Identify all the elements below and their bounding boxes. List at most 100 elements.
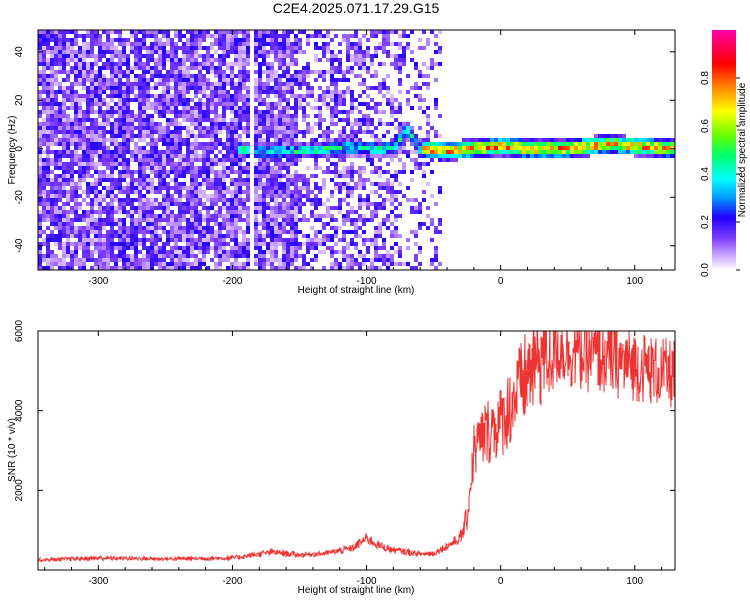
spectrogram-cell xyxy=(330,170,334,174)
spectrogram-cell xyxy=(546,150,550,154)
spectrogram-cell xyxy=(66,30,70,34)
spectrogram-cell xyxy=(346,258,350,262)
spectrogram-cell xyxy=(178,254,182,258)
spectrogram-cell xyxy=(206,150,210,154)
spectrogram-cell xyxy=(78,58,82,62)
spectrogram-cell xyxy=(58,190,62,194)
spectrogram-cell xyxy=(102,150,106,154)
spectrogram-cell xyxy=(78,138,82,142)
spectrogram-cell xyxy=(290,94,294,98)
spectrogram-cell xyxy=(118,266,122,270)
spectrogram-cell xyxy=(578,138,582,142)
spectrogram-cell xyxy=(70,150,74,154)
spectrogram-cell xyxy=(82,254,86,258)
spectrogram-cell xyxy=(154,234,158,238)
spectrogram-cell xyxy=(190,98,194,102)
spectrogram-cell xyxy=(194,186,198,190)
spectrogram-cell xyxy=(78,110,82,114)
spectrogram-cell xyxy=(82,54,86,58)
spectrogram-cell xyxy=(254,138,258,142)
spectrogram-cell xyxy=(126,78,130,82)
spectrogram-cell xyxy=(326,238,330,242)
spectrogram-cell xyxy=(58,34,62,38)
spectrogram-cell xyxy=(522,150,526,154)
spectrogram-cell xyxy=(586,150,590,154)
spectrogram-cell xyxy=(94,250,98,254)
spectrogram-cell xyxy=(38,186,42,190)
spectrogram-cell xyxy=(226,198,230,202)
spectrogram-cell xyxy=(158,94,162,98)
spectrogram-cell xyxy=(146,70,150,74)
spectrogram-cell xyxy=(274,206,278,210)
spectrogram-cell xyxy=(238,106,242,110)
spectrogram-cell xyxy=(82,262,86,266)
spectrogram-cell xyxy=(118,54,122,58)
spectrogram-cell xyxy=(246,178,250,182)
spectrogram-cell xyxy=(266,230,270,234)
spectrogram-cell xyxy=(114,122,118,126)
spectrogram-cell xyxy=(218,78,222,82)
spectrogram-cell xyxy=(182,262,186,266)
spectrogram-cell xyxy=(226,34,230,38)
spectrogram-cell xyxy=(382,206,386,210)
spectrogram-cell xyxy=(278,38,282,42)
spectrogram-cell xyxy=(114,182,118,186)
spectrogram-cell xyxy=(62,214,66,218)
spectrogram-cell xyxy=(358,254,362,258)
spectrogram-cell xyxy=(266,262,270,266)
spectrogram-cell xyxy=(254,154,258,158)
spectrogram-cell xyxy=(158,122,162,126)
spectrogram-cell xyxy=(146,262,150,266)
spectrogram-cell xyxy=(478,154,482,158)
spectrogram-cell xyxy=(162,174,166,178)
spectrogram-cell xyxy=(306,142,310,146)
spectrogram-cell xyxy=(82,258,86,262)
spectrogram-cell xyxy=(274,186,278,190)
spectrogram-cell xyxy=(262,38,266,42)
spectrogram-cell xyxy=(286,42,290,46)
spectrogram-cell xyxy=(290,82,294,86)
spectrogram-cell xyxy=(390,150,394,154)
spectrogram-cell xyxy=(162,98,166,102)
spectrogram-cell xyxy=(294,134,298,138)
spectrogram-cell xyxy=(214,230,218,234)
spectrogram-cell xyxy=(106,30,110,34)
spectrogram-cell xyxy=(370,262,374,266)
spectrogram-cell xyxy=(398,158,402,162)
spectrogram-cell xyxy=(354,62,358,66)
spectrogram-cell xyxy=(186,142,190,146)
spectrogram-cell xyxy=(118,102,122,106)
spectrogram-cell xyxy=(194,266,198,270)
spectrogram-cell xyxy=(358,50,362,54)
spectrogram-cell xyxy=(54,154,58,158)
spectrogram-cell xyxy=(342,102,346,106)
spectrogram-cell xyxy=(142,146,146,150)
spectrogram-cell xyxy=(270,258,274,262)
spectrogram-cell xyxy=(622,146,626,150)
spectrogram-cell xyxy=(362,202,366,206)
spectrogram-cell xyxy=(326,102,330,106)
spectrogram-cell xyxy=(238,246,242,250)
spectrogram-cell xyxy=(162,194,166,198)
spectrogram-cell xyxy=(162,130,166,134)
spectrogram-cell xyxy=(470,154,474,158)
spectrogram-cell xyxy=(378,90,382,94)
spectrogram-cell xyxy=(102,234,106,238)
spectrogram-cell xyxy=(270,130,274,134)
spectrogram-cell xyxy=(210,126,214,130)
spectrogram-cell xyxy=(390,246,394,250)
spectrogram-cell xyxy=(46,66,50,70)
spectrogram-cell xyxy=(354,130,358,134)
spectrogram-cell xyxy=(238,190,242,194)
spectrogram-cell xyxy=(54,114,58,118)
spectrogram-cell xyxy=(242,38,246,42)
spectrogram-cell xyxy=(134,146,138,150)
spectrogram-cell xyxy=(326,58,330,62)
spectrogram-cell xyxy=(174,50,178,54)
spectrogram-cell xyxy=(194,206,198,210)
spectrogram-cell xyxy=(234,158,238,162)
spectrogram-cell xyxy=(246,214,250,218)
spectrogram-cell xyxy=(290,114,294,118)
spectrogram-cell xyxy=(274,30,278,34)
spectrogram-cell xyxy=(182,74,186,78)
